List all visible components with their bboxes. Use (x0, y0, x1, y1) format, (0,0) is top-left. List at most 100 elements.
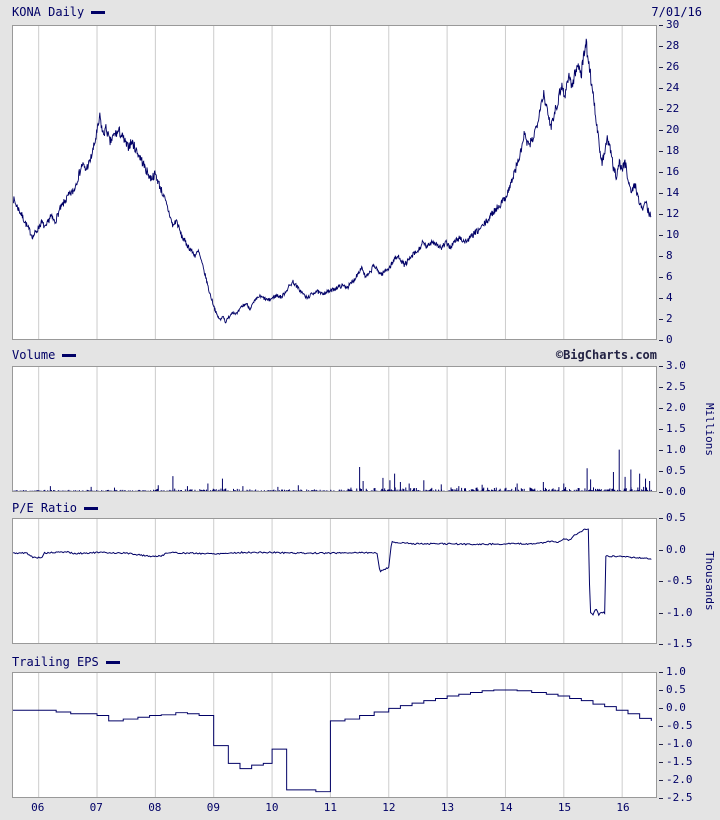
symbol-title: KONA Daily (12, 5, 85, 19)
x-tick-label: 11 (323, 801, 338, 814)
y-tick-mark (659, 581, 663, 582)
x-tick-label: 06 (31, 801, 45, 814)
y-tick-mark (659, 387, 663, 388)
volume-axis-unit: Millions (703, 403, 716, 456)
y-tick-label: 0.5 (666, 464, 686, 477)
x-tick-label: 10 (265, 801, 279, 814)
y-tick-label: 0.0 (666, 542, 686, 556)
y-tick-label: 18 (666, 144, 680, 157)
y-tick-mark (659, 429, 663, 430)
x-tick-label: 13 (440, 801, 455, 814)
y-tick-label: -1.0 (666, 605, 693, 619)
y-tick-label: 22 (666, 102, 680, 115)
y-tick-label: -1.0 (666, 737, 693, 750)
x-tick-label: 12 (382, 801, 396, 814)
y-tick-mark (659, 172, 663, 173)
y-tick-label: 1.0 (666, 443, 686, 456)
y-tick-label: 0.0 (666, 485, 686, 498)
y-tick-label: 1.5 (666, 422, 686, 435)
y-tick-mark (659, 518, 663, 519)
price-chart-svg (13, 26, 652, 339)
x-tick-label: 16 (616, 801, 630, 814)
y-tick-label: 6 (666, 270, 673, 283)
volume-header: Volume ©BigCharts.com (12, 347, 657, 363)
y-tick-mark (659, 471, 663, 472)
x-tick-label: 14 (499, 801, 513, 814)
y-tick-mark (659, 193, 663, 194)
y-tick-label: 26 (666, 60, 680, 73)
price-line (13, 38, 652, 324)
y-tick-mark (659, 298, 663, 299)
y-tick-label: 16 (666, 165, 680, 178)
y-tick-mark (659, 408, 663, 409)
pe-line (13, 528, 652, 617)
y-tick-mark (659, 256, 663, 257)
y-tick-mark (659, 780, 663, 781)
y-tick-label: 4 (666, 291, 673, 304)
eps-chart-svg (13, 673, 652, 797)
y-tick-label: -0.5 (666, 574, 693, 587)
y-tick-label: 28 (666, 39, 680, 52)
chart-header: KONA Daily 7/01/16 (12, 4, 702, 20)
y-tick-label: 12 (666, 207, 680, 220)
pe-panel (12, 518, 657, 644)
y-tick-mark (659, 214, 663, 215)
x-tick-label: 15 (557, 801, 572, 814)
price-panel (12, 25, 657, 340)
y-tick-label: 0.5 (666, 683, 686, 696)
y-tick-mark (659, 492, 663, 493)
eps-header: Trailing EPS (12, 654, 657, 670)
pe-axis-unit: Thousands (703, 551, 716, 611)
pe-series-swatch (84, 507, 99, 510)
y-tick-label: 0 (666, 333, 673, 346)
y-tick-label: 3.0 (666, 359, 686, 372)
y-tick-label: 2.5 (666, 380, 686, 393)
y-tick-label: -2.5 (666, 791, 693, 804)
y-tick-mark (659, 25, 663, 26)
y-tick-label: 2.0 (666, 401, 686, 414)
volume-series-swatch (62, 354, 77, 357)
volume-bars (13, 449, 652, 491)
y-tick-label: 0.5 (666, 511, 686, 524)
y-tick-mark (659, 109, 663, 110)
pe-chart-svg (13, 519, 652, 643)
y-tick-mark (659, 46, 663, 47)
y-tick-label: 14 (666, 186, 680, 199)
eps-series-swatch (105, 661, 120, 664)
y-tick-mark (659, 277, 663, 278)
x-tick-label: 07 (89, 801, 103, 814)
y-tick-label: -1.5 (666, 755, 693, 768)
pe-label: P/E Ratio (12, 501, 78, 515)
price-series-swatch (91, 11, 106, 14)
x-tick-label: 09 (206, 801, 220, 814)
y-tick-mark (659, 612, 663, 614)
y-tick-mark (659, 88, 663, 89)
y-tick-label: -0.5 (666, 719, 693, 732)
y-tick-mark (659, 340, 663, 341)
y-tick-mark (659, 762, 663, 763)
y-tick-mark (659, 672, 663, 673)
y-tick-mark (659, 798, 663, 799)
y-tick-mark (659, 235, 663, 236)
y-tick-mark (659, 549, 663, 551)
y-tick-label: 10 (666, 228, 680, 241)
x-tick-label: 08 (148, 801, 162, 814)
y-tick-mark (659, 726, 663, 727)
y-tick-label: 2 (666, 312, 673, 325)
pe-header: P/E Ratio (12, 500, 657, 516)
y-tick-label: -2.0 (666, 773, 693, 786)
bigcharts-copyright: ©BigCharts.com (555, 348, 657, 362)
y-tick-mark (659, 690, 663, 691)
y-tick-label: 8 (666, 249, 673, 262)
y-tick-label: 20 (666, 123, 680, 136)
eps-panel (12, 672, 657, 798)
y-tick-label: -1.5 (666, 637, 693, 650)
y-tick-mark (659, 708, 663, 709)
y-tick-label: 24 (666, 81, 680, 94)
volume-label: Volume (12, 348, 56, 362)
volume-chart-svg (13, 367, 652, 491)
eps-step-line (13, 689, 652, 793)
y-tick-mark (659, 130, 663, 131)
y-tick-label: 30 (666, 18, 680, 31)
